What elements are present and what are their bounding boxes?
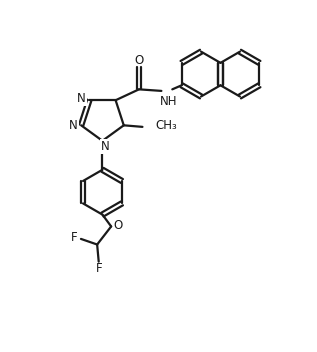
Text: F: F bbox=[96, 262, 103, 275]
Text: NH: NH bbox=[159, 95, 177, 108]
Text: N: N bbox=[77, 92, 86, 105]
Text: CH₃: CH₃ bbox=[156, 119, 177, 132]
Text: O: O bbox=[113, 219, 123, 232]
Text: N: N bbox=[101, 140, 110, 153]
Text: N: N bbox=[69, 119, 78, 132]
Text: O: O bbox=[134, 54, 144, 67]
Text: F: F bbox=[71, 231, 77, 244]
